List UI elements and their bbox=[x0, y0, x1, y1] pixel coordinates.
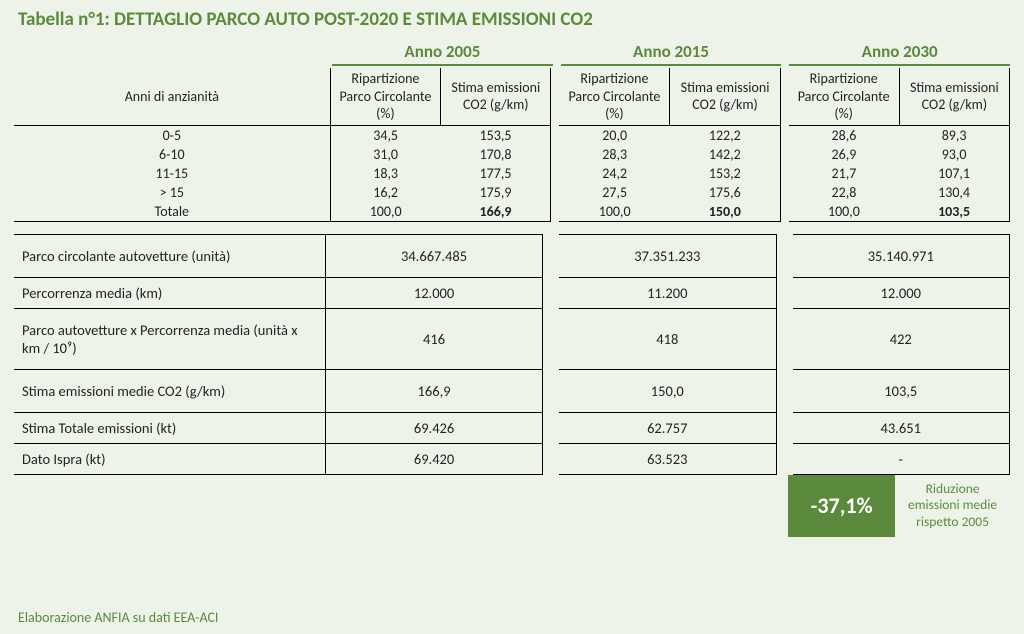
subhead-rip-2015: Ripartizione Parco Circolante (%) bbox=[559, 68, 669, 125]
subhead-stima-2030: Stima emissioni CO2 (g/km) bbox=[899, 68, 1009, 125]
subhead-stima-2005: Stima emissioni CO2 (g/km) bbox=[441, 68, 551, 125]
subhead-rip-2030: Ripartizione Parco Circolante (%) bbox=[789, 68, 899, 125]
table-row: 0-534,5153,520,0122,228,689,3 bbox=[14, 125, 1010, 145]
table-row: 6-1031,0170,828,3142,226,993,0 bbox=[14, 145, 1010, 164]
summary-row: Parco autovetture x Percorrenza media (u… bbox=[14, 308, 1010, 369]
summary-row: Dato Ispra (kt)69.42063.523- bbox=[14, 443, 1010, 474]
age-total-label: Totale bbox=[14, 202, 330, 222]
year-2030: Anno 2030 bbox=[789, 41, 1010, 66]
summary-table: Parco circolante autovetture (unità)34.6… bbox=[14, 234, 1010, 475]
summary-row: Stima emissioni medie CO2 (g/km)166,9150… bbox=[14, 369, 1010, 412]
table-title: Tabella n°1: DETTAGLIO PARCO AUTO POST-2… bbox=[18, 8, 1010, 31]
year-2005: Anno 2005 bbox=[332, 41, 553, 66]
age-label: 6-10 bbox=[14, 145, 330, 164]
summary-label: Parco autovetture x Percorrenza media (u… bbox=[14, 308, 326, 369]
age-table: Anni di anzianità Ripartizione Parco Cir… bbox=[14, 68, 1010, 222]
age-total-row: Totale100,0166,9100,0150,0100,0103,5 bbox=[14, 202, 1010, 222]
reduction-row: -37,1% Riduzione emissioni medie rispett… bbox=[14, 475, 1010, 537]
summary-label: Percorrenza media (km) bbox=[14, 277, 326, 308]
page: Tabella n°1: DETTAGLIO PARCO AUTO POST-2… bbox=[0, 0, 1024, 634]
age-label: 0-5 bbox=[14, 125, 330, 145]
source-note: Elaborazione ANFIA su dati EEA-ACI bbox=[18, 609, 218, 626]
summary-label: Dato Ispra (kt) bbox=[14, 443, 326, 474]
table-row: > 1516,2175,927,5175,622,8130,4 bbox=[14, 183, 1010, 202]
summary-label: Parco circolante autovetture (unità) bbox=[14, 234, 326, 277]
year-header-row: Anno 2005 Anno 2015 Anno 2030 bbox=[14, 41, 1010, 66]
summary-row: Parco circolante autovetture (unità)34.6… bbox=[14, 234, 1010, 277]
summary-row: Percorrenza media (km)12.00011.20012.000 bbox=[14, 277, 1010, 308]
age-label: > 15 bbox=[14, 183, 330, 202]
summary-label: Stima emissioni medie CO2 (g/km) bbox=[14, 369, 326, 412]
year-2015: Anno 2015 bbox=[561, 41, 782, 66]
age-label: 11-15 bbox=[14, 164, 330, 183]
summary-row: Stima Totale emissioni (kt)69.42662.7574… bbox=[14, 412, 1010, 443]
summary-label: Stima Totale emissioni (kt) bbox=[14, 412, 326, 443]
reduction-description: Riduzione emissioni medie rispetto 2005 bbox=[895, 475, 1010, 537]
age-header-lead: Anni di anzianità bbox=[14, 68, 330, 125]
table-row: 11-1518,3177,524,2153,221,7107,1 bbox=[14, 164, 1010, 183]
subhead-stima-2015: Stima emissioni CO2 (g/km) bbox=[670, 68, 780, 125]
subhead-rip-2005: Ripartizione Parco Circolante (%) bbox=[330, 68, 440, 125]
reduction-percent: -37,1% bbox=[788, 475, 895, 537]
